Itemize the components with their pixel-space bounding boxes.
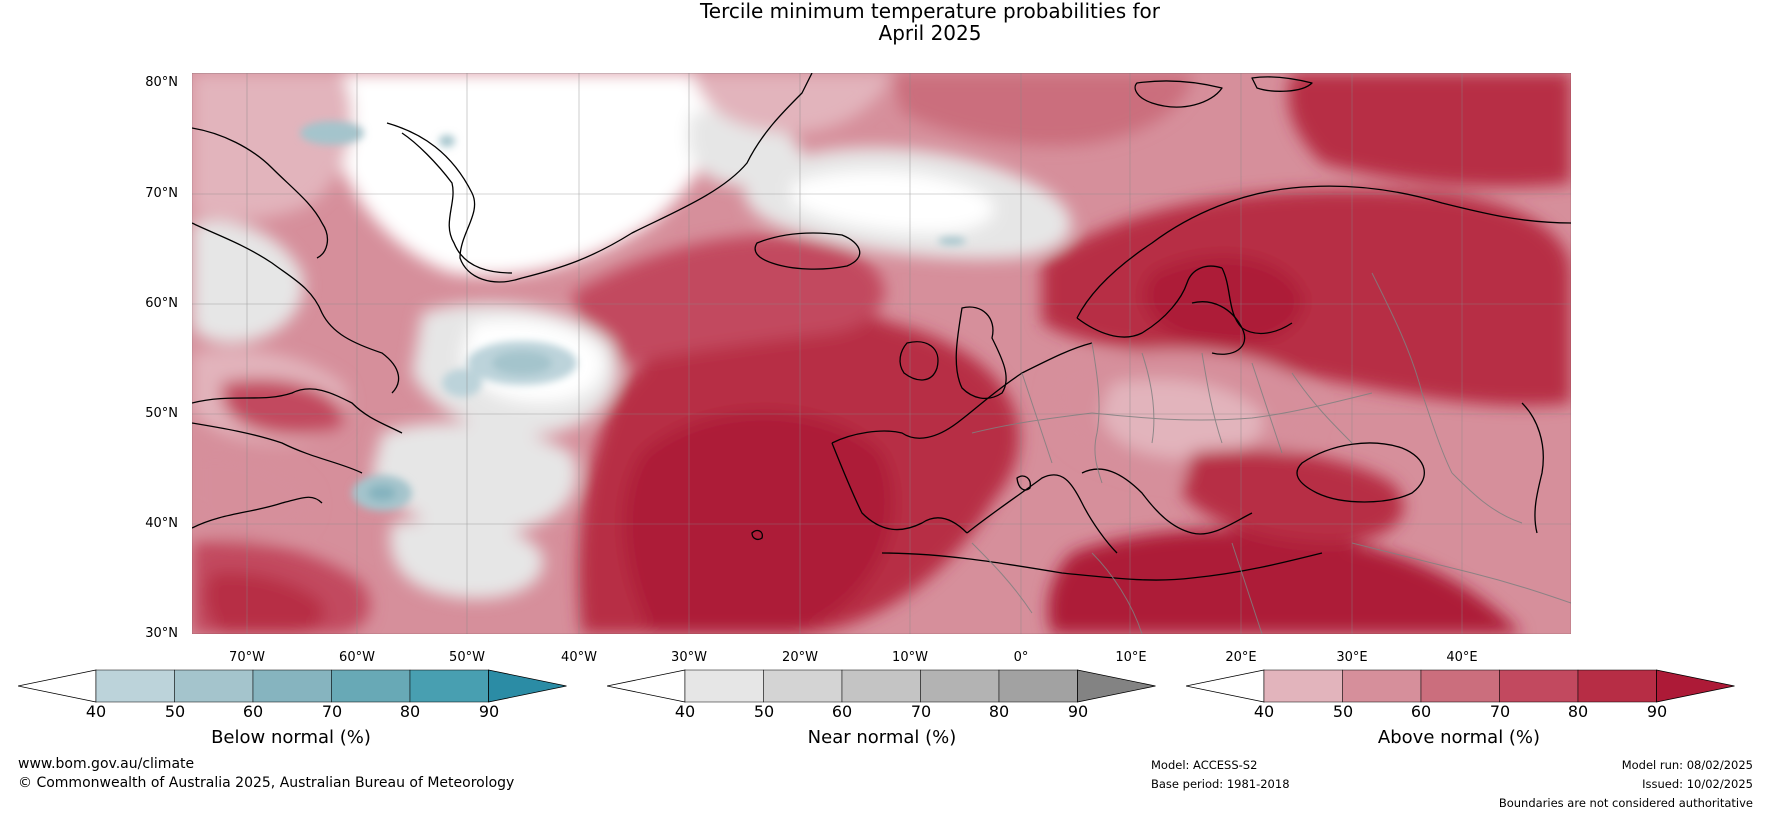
cbar-above-tick-70: 70 [1489,702,1511,721]
cbar-above-tick-60: 60 [1410,702,1432,721]
colorbar-segment [1420,669,1500,703]
cbar-title-below-normal: Below normal (%) [211,727,371,748]
forecast-map [191,72,1572,635]
graticule [192,73,1571,634]
colorbar-extension-high [1656,669,1735,703]
below-normal-patches [300,121,966,511]
cbar-above-tick-50: 50 [1332,702,1354,721]
lat-label-50n: 50°N [145,406,178,421]
lon-label-40w: 40°W [561,650,597,665]
colorbar-segment [252,669,332,703]
colorbar-segment [998,669,1078,703]
lat-label-60n: 60°N [145,296,178,311]
colorbar-above-normal [1185,668,1736,708]
colorbar-extension-low [1185,669,1265,703]
cbar-title-near-normal: Near normal (%) [807,727,957,748]
lon-label-70w: 70°W [229,650,265,665]
colorbar-extension-high [488,669,567,703]
footer-base-period: Base period: 1981-2018 [1151,777,1290,791]
lon-label-10e: 10°E [1115,650,1147,665]
cbar-above-tick-40: 40 [1253,702,1275,721]
footer-model: Model: ACCESS-S2 [1151,758,1258,772]
lon-label-10w: 10°W [892,650,928,665]
colorbar-segment [1499,669,1579,703]
coastlines [192,73,1571,581]
footer-copyright: © Commonwealth of Australia 2025, Austra… [18,775,515,791]
cbar-below-tick-50: 50 [164,702,186,721]
cbar-near-tick-80: 80 [988,702,1010,721]
cbar-near-tick-90: 90 [1067,702,1089,721]
colorbar-below-normal [17,668,568,708]
cbar-near-tick-60: 60 [831,702,853,721]
lon-label-0: 0° [1013,650,1029,665]
cbar-below-tick-80: 80 [399,702,421,721]
colorbar-segment [1577,669,1657,703]
cbar-below-tick-70: 70 [321,702,343,721]
cbar-near-tick-50: 50 [753,702,775,721]
footer-disclaimer: Boundaries are not considered authoritat… [1498,796,1753,810]
cbar-near-tick-70: 70 [910,702,932,721]
colorbar-segment [1263,669,1343,703]
probability-shading [192,73,1571,634]
colorbar-extension-low [17,669,97,703]
colorbar-segment [409,669,489,703]
cbar-title-above-normal: Above normal (%) [1377,727,1541,748]
lat-label-40n: 40°N [145,516,178,531]
colorbar-segment [1342,669,1422,703]
colorbar-segment [920,669,1000,703]
colorbar-segment [841,669,921,703]
colorbar-near-normal [606,668,1157,708]
cbar-above-tick-90: 90 [1646,702,1668,721]
lat-label-30n: 30°N [145,626,178,641]
lat-label-80n: 80°N [145,75,178,90]
title-line-2: April 2025 [878,21,982,45]
lon-label-60w: 60°W [339,650,375,665]
title-line-1: Tercile minimum temperature probabilitie… [699,0,1161,23]
lon-label-20e: 20°E [1225,650,1257,665]
colorbar-segment [331,669,411,703]
cbar-below-tick-40: 40 [85,702,107,721]
lon-label-40e: 40°E [1446,650,1478,665]
lon-label-30e: 30°E [1336,650,1368,665]
lon-label-20w: 20°W [782,650,818,665]
colorbar-segment [763,669,843,703]
lat-label-70n: 70°N [145,186,178,201]
colorbar-segment [95,669,175,703]
colorbar-extension-low [606,669,686,703]
footer-model-run: Model run: 08/02/2025 [1621,758,1753,772]
lon-label-50w: 50°W [449,650,485,665]
colorbar-extension-high [1077,669,1156,703]
colorbar-segment [174,669,254,703]
cbar-below-tick-90: 90 [478,702,500,721]
country-borders [971,272,1571,634]
colorbar-segment [684,669,764,703]
cbar-below-tick-60: 60 [242,702,264,721]
map-canvas [191,72,1572,635]
footer-issued: Issued: 10/02/2025 [1642,777,1753,791]
footer-website: www.bom.gov.au/climate [18,756,195,772]
lon-label-30w: 30°W [671,650,707,665]
cbar-near-tick-40: 40 [674,702,696,721]
cbar-above-tick-80: 80 [1567,702,1589,721]
